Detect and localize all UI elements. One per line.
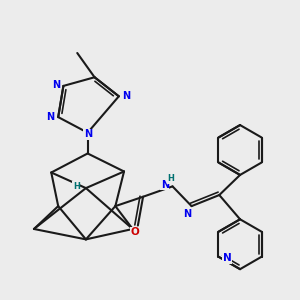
Text: N: N (183, 209, 191, 219)
Text: N: N (84, 129, 92, 140)
Text: O: O (131, 227, 140, 237)
Text: H: H (73, 182, 80, 191)
Text: N: N (46, 112, 55, 122)
Text: N: N (52, 80, 60, 90)
Text: N: N (223, 254, 232, 263)
Text: H: H (167, 174, 174, 183)
Text: N: N (122, 91, 130, 101)
Text: N: N (161, 180, 169, 190)
